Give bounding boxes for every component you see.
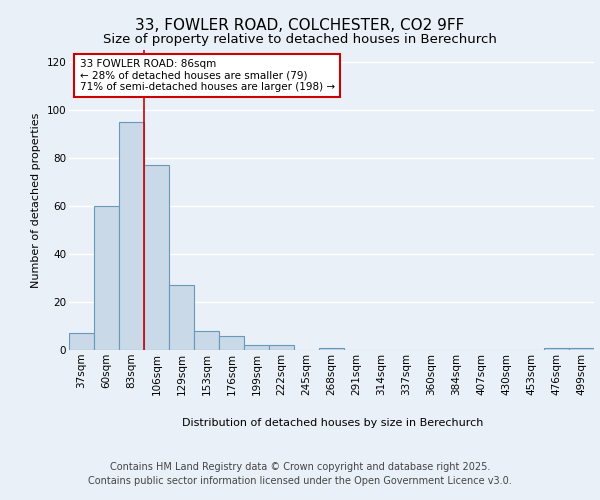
Text: 33, FOWLER ROAD, COLCHESTER, CO2 9FF: 33, FOWLER ROAD, COLCHESTER, CO2 9FF xyxy=(136,18,464,32)
Bar xyxy=(244,345,269,350)
Text: Distribution of detached houses by size in Berechurch: Distribution of detached houses by size … xyxy=(182,418,484,428)
Bar xyxy=(69,333,94,350)
Bar xyxy=(169,285,194,350)
Text: Contains public sector information licensed under the Open Government Licence v3: Contains public sector information licen… xyxy=(88,476,512,486)
Bar xyxy=(194,331,219,350)
Bar xyxy=(219,336,244,350)
Text: 33 FOWLER ROAD: 86sqm
← 28% of detached houses are smaller (79)
71% of semi-deta: 33 FOWLER ROAD: 86sqm ← 28% of detached … xyxy=(79,59,335,92)
Bar xyxy=(94,206,119,350)
Bar xyxy=(544,348,569,350)
Bar xyxy=(319,348,344,350)
Text: Contains HM Land Registry data © Crown copyright and database right 2025.: Contains HM Land Registry data © Crown c… xyxy=(110,462,490,472)
Bar xyxy=(119,122,144,350)
Bar xyxy=(569,348,594,350)
Bar xyxy=(269,345,294,350)
Y-axis label: Number of detached properties: Number of detached properties xyxy=(31,112,41,288)
Text: Size of property relative to detached houses in Berechurch: Size of property relative to detached ho… xyxy=(103,32,497,46)
Bar xyxy=(144,165,169,350)
